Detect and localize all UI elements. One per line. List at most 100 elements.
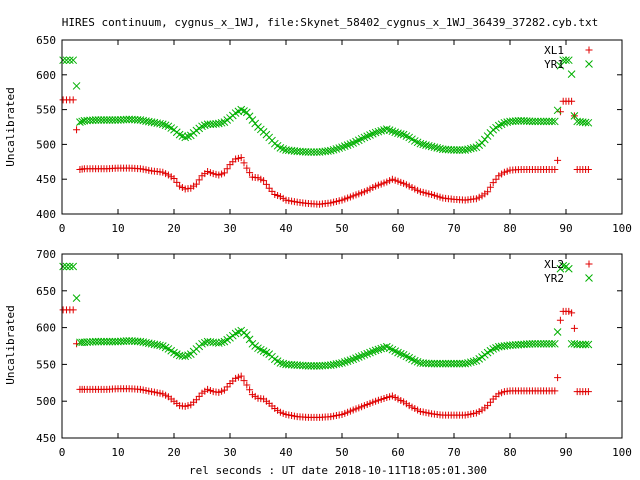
bottom-xl2-point	[69, 306, 77, 314]
top-yr1-point	[388, 127, 397, 136]
bottom-x-tick-label: 50	[335, 446, 348, 459]
top-xl1-point	[170, 175, 178, 183]
top-xl1-point	[69, 96, 77, 104]
bottom-yr2-fill-point	[534, 339, 542, 348]
bottom-yr2-point	[578, 340, 587, 349]
bottom-yr2-fill-point	[301, 361, 310, 370]
top-yr1-point	[371, 128, 380, 137]
bottom-yr2-point	[410, 356, 419, 365]
top-xl1-point	[220, 169, 228, 177]
bottom-data-marks	[59, 261, 593, 421]
bottom-plot-frame	[61, 253, 623, 439]
bottom-yr2-fill-point	[548, 339, 556, 348]
top-legend-marker-yr1	[585, 60, 593, 68]
bottom-yr2-point	[450, 359, 458, 368]
bottom-yr2-fill-point	[335, 359, 344, 368]
top-yr1-point	[382, 125, 391, 133]
top-x-tick-label: 80	[503, 222, 516, 235]
top-y-tick-label: 600	[36, 69, 56, 82]
bottom-x-tick-label: 90	[559, 446, 572, 459]
top-xl1-point	[551, 165, 559, 173]
bottom-yr2-point	[91, 337, 100, 346]
top-xl1-fill-point	[223, 165, 231, 173]
top-yr1-fill-point	[332, 145, 341, 153]
bottom-tick-labels: 0 10 20 30 40 50 60 70 80 90 100 450 500 550 600 650 700	[36, 248, 632, 459]
top-xl1-point	[192, 180, 200, 188]
top-yr1-point	[69, 56, 78, 65]
bottom-yr2-fill-point	[536, 339, 545, 348]
bottom-yr2-fill-point	[343, 357, 352, 365]
top-x-tick-label: 20	[167, 222, 180, 235]
top-x-tick-label: 30	[223, 222, 236, 235]
bottom-yr2-point	[528, 339, 537, 348]
bottom-yr2-fill-point	[447, 359, 456, 368]
top-yr1-point	[450, 146, 458, 154]
bottom-xl2-point	[237, 372, 245, 380]
bottom-xl2-point	[551, 387, 559, 395]
bottom-yr2-point	[181, 352, 190, 361]
bottom-yr2-point	[59, 262, 67, 271]
top-y-tick-label: 500	[36, 138, 56, 151]
top-xl1-point	[237, 154, 245, 162]
top-y-tick-label: 550	[36, 104, 56, 117]
top-yr1-fill-point	[391, 128, 400, 137]
bottom-yr2-point	[573, 340, 582, 349]
bottom-yr2-fill-point	[581, 340, 590, 349]
bottom-xl2-point	[556, 316, 564, 324]
top-yr1-fill-point	[545, 117, 554, 126]
bottom-x-tick-label: 20	[167, 446, 180, 459]
bottom-x-tick-label: 70	[447, 446, 460, 459]
top-yr1-point	[59, 56, 67, 65]
top-yr1-fill-point	[335, 144, 344, 152]
bottom-y-tick-label: 500	[36, 395, 56, 408]
top-yr1-fill-point	[380, 126, 388, 134]
top-yr1-fill-point	[452, 146, 461, 154]
bottom-yr2-fill-point	[100, 337, 108, 346]
top-yr1-fill-point	[108, 116, 117, 124]
top-yr1-point	[76, 118, 84, 126]
top-xl1-point	[554, 156, 562, 164]
bottom-yr2-fill-point	[184, 351, 192, 360]
top-xl1-fill-point	[246, 169, 254, 177]
top-yr1-fill-point	[455, 146, 464, 154]
top-plot-frame	[61, 39, 623, 215]
bottom-xl2-point	[584, 388, 592, 396]
bottom-yr2-fill-point	[245, 335, 254, 344]
bottom-yr2-point	[394, 348, 402, 357]
top-xl1-fill-point	[173, 178, 181, 186]
top-yr1-fill-point	[534, 117, 542, 126]
bottom-yr2-fill-point	[469, 357, 478, 366]
top-yr1-fill-point	[156, 119, 164, 128]
top-yr1-fill-point	[217, 118, 226, 127]
top-xl1-fill-point	[486, 183, 494, 191]
bottom-y-tick-label: 550	[36, 358, 56, 371]
bottom-yr2-point	[198, 339, 206, 348]
top-y-tick-label: 450	[36, 173, 56, 186]
bottom-yr2-fill-point	[156, 341, 164, 350]
bottom-yr2-fill-point	[466, 358, 475, 367]
top-yr1-point	[72, 82, 81, 90]
bottom-yr2-point	[69, 262, 78, 271]
bottom-yr2-fill-point	[108, 337, 117, 346]
top-yr1-point	[181, 133, 190, 142]
top-yr1-fill-point	[536, 117, 545, 126]
top-yr1-fill-point	[548, 117, 556, 126]
bottom-yr2-point	[559, 261, 568, 270]
bottom-yr2-fill-point	[111, 337, 120, 346]
bottom-yr2-fill-point	[430, 359, 439, 368]
top-xl1-point	[73, 126, 81, 134]
top-yr1-fill-point	[161, 121, 170, 130]
bottom-x-tick-label: 100	[612, 446, 632, 459]
top-yr1-fill-point	[340, 142, 349, 150]
top-yr1-fill-point	[111, 116, 120, 124]
bottom-yr2-fill-point	[368, 347, 377, 356]
bottom-panel: Uncalibrated 0 10 20 30 40 50 60 70 80 90 100 450 50…	[4, 248, 632, 459]
bottom-yr2-point	[102, 337, 111, 346]
bottom-yr2-fill-point	[464, 359, 472, 367]
bottom-yr2-point	[553, 328, 562, 336]
bottom-yr2-fill-point	[525, 340, 534, 348]
top-yr1-fill-point	[301, 148, 310, 156]
bottom-yr2-point	[242, 331, 251, 339]
